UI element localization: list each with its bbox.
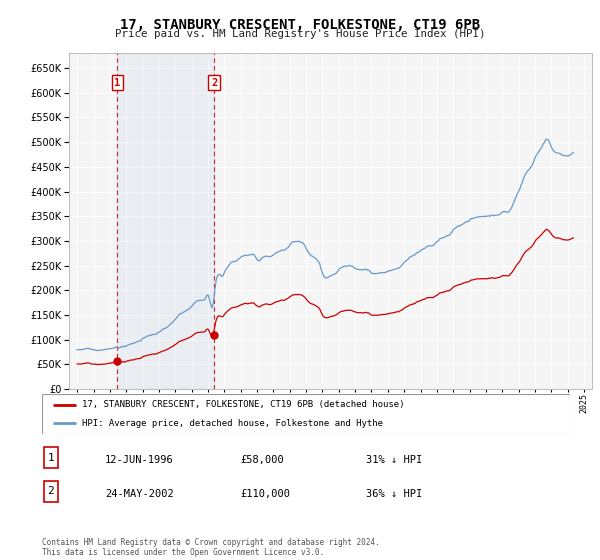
Text: 1: 1 xyxy=(114,78,121,88)
Text: 17, STANBURY CRESCENT, FOLKESTONE, CT19 6PB: 17, STANBURY CRESCENT, FOLKESTONE, CT19 … xyxy=(120,18,480,32)
Text: 12-JUN-1996: 12-JUN-1996 xyxy=(105,455,174,465)
Text: 2: 2 xyxy=(211,78,217,88)
Text: 17, STANBURY CRESCENT, FOLKESTONE, CT19 6PB (detached house): 17, STANBURY CRESCENT, FOLKESTONE, CT19 … xyxy=(82,400,404,409)
Text: Contains HM Land Registry data © Crown copyright and database right 2024.
This d: Contains HM Land Registry data © Crown c… xyxy=(42,538,380,557)
Text: £58,000: £58,000 xyxy=(240,455,284,465)
Bar xyxy=(44,481,58,502)
Text: 2: 2 xyxy=(47,487,55,496)
Text: 31% ↓ HPI: 31% ↓ HPI xyxy=(366,455,422,465)
Bar xyxy=(117,53,214,389)
Text: 24-MAY-2002: 24-MAY-2002 xyxy=(105,489,174,499)
Text: Price paid vs. HM Land Registry's House Price Index (HPI): Price paid vs. HM Land Registry's House … xyxy=(115,29,485,39)
Bar xyxy=(44,447,58,468)
Text: 1: 1 xyxy=(47,453,55,463)
Text: £110,000: £110,000 xyxy=(240,489,290,499)
Text: 36% ↓ HPI: 36% ↓ HPI xyxy=(366,489,422,499)
Text: HPI: Average price, detached house, Folkestone and Hythe: HPI: Average price, detached house, Folk… xyxy=(82,419,383,428)
